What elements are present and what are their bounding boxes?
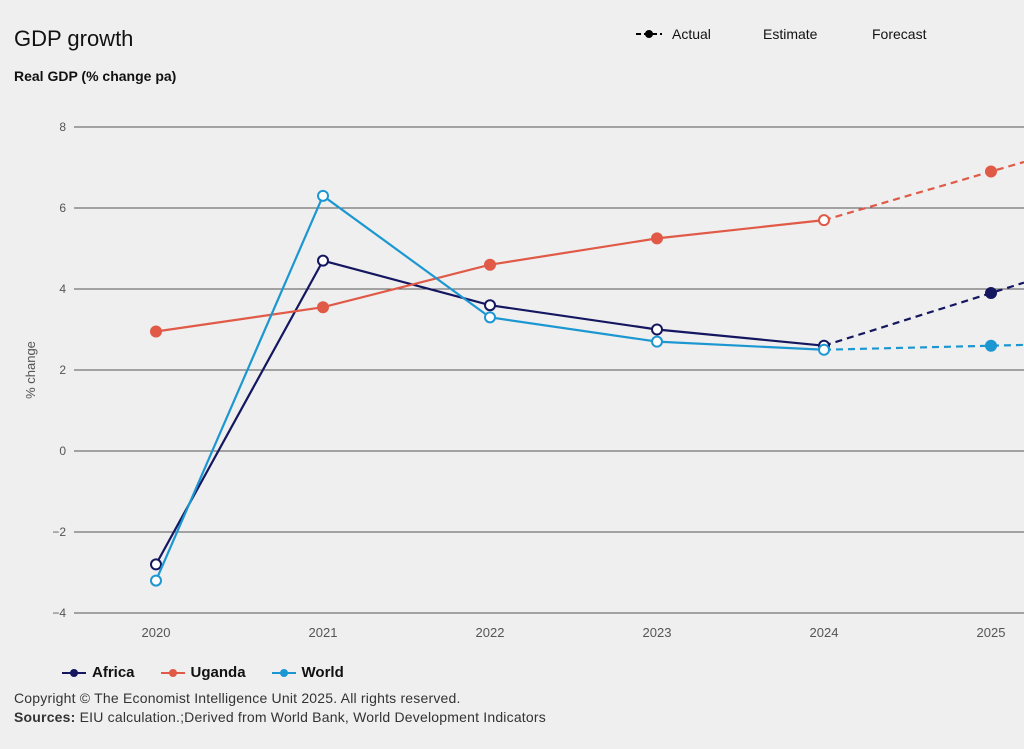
legend: Africa Uganda World (62, 664, 344, 681)
data-point-uganda (651, 232, 663, 245)
legend-uganda-symbol (160, 668, 185, 677)
y-tick-label: 6 (59, 201, 66, 215)
y-tick-label: 4 (59, 282, 66, 296)
series-forecast-line-africa (823, 281, 1024, 347)
data-point-world (818, 343, 830, 356)
legend-uganda-label: Uganda (190, 664, 246, 681)
chart-subtitle: Real GDP (% change pa) (14, 68, 177, 84)
data-point-uganda (150, 325, 162, 338)
data-point-world (317, 189, 329, 202)
y-tick-label: 8 (59, 120, 66, 134)
series-line-world (154, 194, 825, 582)
data-point-world (484, 311, 496, 324)
key-actual-label: Actual (672, 26, 711, 42)
x-tick-label: 2021 (309, 625, 338, 640)
x-tick-label: 2025 (977, 625, 1006, 640)
data-point-world (150, 574, 162, 587)
key-actual-symbol (636, 30, 662, 38)
line-chart: 8 6 4 2 0 −2 −4 % change 2020 2021 2022 2023 2024 202… (23, 120, 1024, 640)
x-tick-label: 2020 (142, 625, 171, 640)
data-point-africa (484, 299, 496, 312)
data-point-uganda (985, 165, 997, 178)
key-estimate-label: Estimate (763, 26, 818, 42)
legend-world-label: World (301, 664, 344, 681)
data-point-uganda (484, 258, 496, 271)
sources-body: EIU calculation.;Derived from World Bank… (75, 709, 546, 725)
chart-title: GDP growth (14, 26, 134, 51)
y-tick-label: 2 (59, 363, 66, 377)
data-point-africa (985, 287, 997, 300)
legend-world-symbol (271, 668, 296, 677)
y-axis-label: % change (23, 341, 38, 399)
legend-item-uganda[interactable]: Uganda (160, 664, 246, 681)
legend-item-world[interactable]: World (271, 664, 344, 681)
key-actual: Actual (636, 26, 711, 42)
data-point-world (651, 335, 663, 348)
y-tick-label: 0 (59, 444, 66, 458)
key-forecast-label: Forecast (872, 26, 927, 42)
data-point-africa (651, 323, 663, 336)
legend-africa-label: Africa (92, 664, 135, 681)
copyright-text: Copyright © The Economist Intelligence U… (14, 690, 461, 706)
x-tick-label: 2022 (476, 625, 505, 640)
data-point-uganda (317, 301, 329, 314)
data-point-africa (150, 558, 162, 571)
x-tick-label: 2024 (810, 625, 839, 640)
data-point-africa (317, 254, 329, 267)
legend-item-africa[interactable]: Africa (62, 664, 135, 681)
y-tick-label: −2 (52, 525, 66, 539)
legend-africa-symbol (62, 668, 86, 677)
sources-label: Sources: (14, 709, 76, 725)
y-tick-label: −4 (52, 606, 66, 620)
data-point-uganda (818, 214, 830, 227)
data-point-world (985, 339, 997, 352)
x-tick-label: 2023 (643, 625, 672, 640)
sources-text: Sources: EIU calculation.;Derived from W… (14, 709, 546, 725)
